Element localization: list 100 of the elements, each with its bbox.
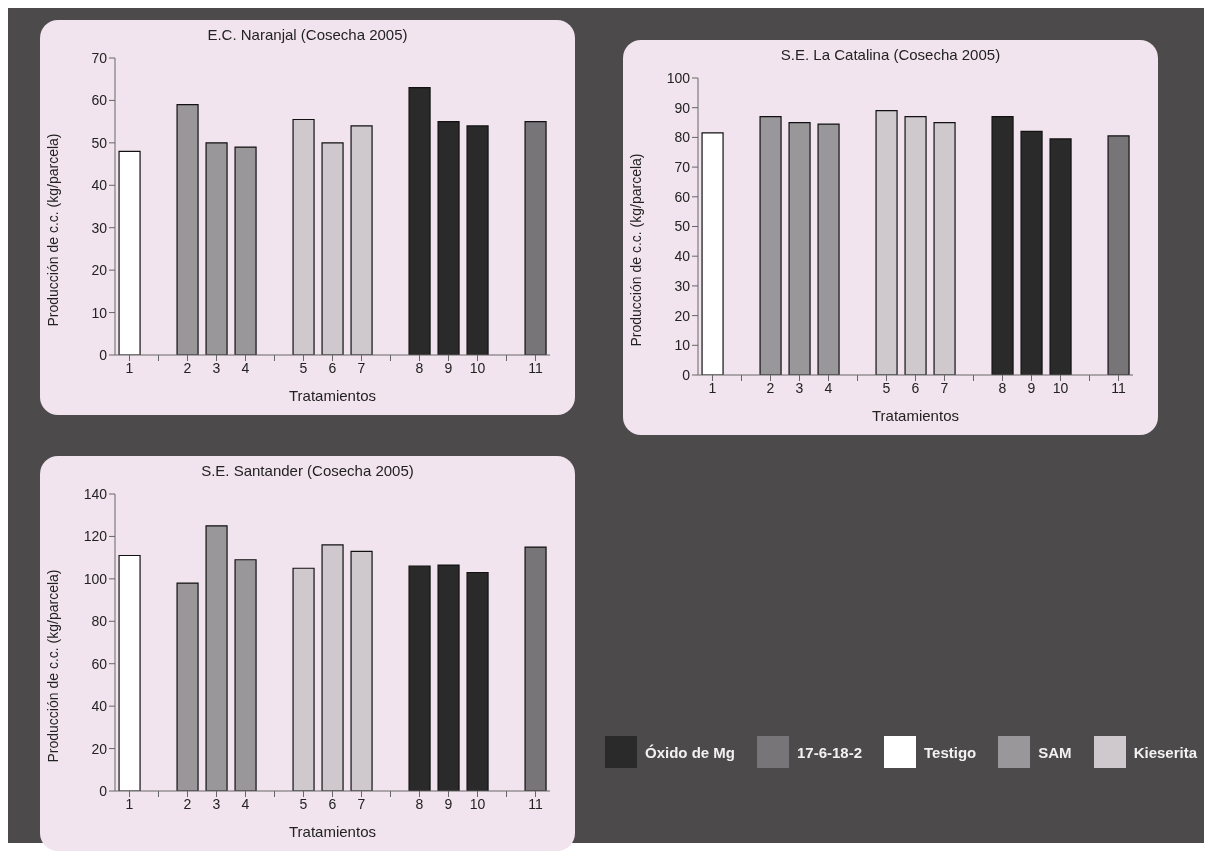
x-tick-label: 10 (1052, 379, 1069, 396)
x-tick-label: 11 (1111, 379, 1126, 396)
y-tick-label: 0 (99, 782, 108, 799)
bar (437, 121, 460, 355)
x-tick-label: 3 (795, 379, 804, 396)
legend-label: Testigo (924, 743, 977, 761)
y-tick-label: 80 (674, 129, 691, 146)
bar (904, 116, 927, 375)
x-tick-label: 9 (1027, 379, 1036, 396)
y-axis-title: Producción de c.c. (kg/parcela) (44, 569, 61, 763)
y-tick-label: 70 (91, 49, 108, 66)
x-tick-label: 10 (469, 795, 486, 812)
x-tick-label: 6 (328, 795, 337, 812)
x-tick-label: 4 (241, 795, 250, 812)
x-tick-label: 7 (357, 359, 366, 376)
x-tick-label: 6 (911, 379, 920, 396)
x-tick-label: 7 (357, 795, 366, 812)
x-tick-label: 9 (444, 795, 453, 812)
y-tick-label: 100 (83, 570, 108, 587)
x-tick-label: 8 (998, 379, 1007, 396)
bar (1049, 138, 1072, 375)
bar (437, 564, 460, 791)
y-tick-label: 60 (91, 92, 108, 109)
bar (524, 121, 547, 355)
y-tick-label: 80 (91, 613, 108, 630)
y-tick-label: 120 (83, 528, 108, 545)
x-tick-label: 5 (882, 379, 891, 396)
bar (234, 559, 257, 791)
bar (118, 554, 141, 791)
y-tick-label: 10 (91, 304, 108, 321)
y-tick-label: 0 (99, 346, 108, 363)
x-axis-title: Tratamientos (289, 823, 376, 840)
x-tick-label: 10 (469, 359, 486, 376)
bar (321, 142, 344, 355)
bar (205, 525, 228, 791)
legend-label: Óxido de Mg (645, 743, 735, 761)
y-tick-label: 100 (666, 69, 691, 86)
y-axis-title: Producción de c.c. (kg/parcela) (44, 133, 61, 327)
y-tick-label: 20 (674, 307, 691, 324)
bar (350, 125, 373, 355)
x-tick-label: 8 (415, 795, 424, 812)
bar (321, 544, 344, 791)
x-tick-label: 1 (125, 795, 134, 812)
bar (408, 87, 431, 355)
legend-label: Kieserita (1133, 743, 1197, 761)
x-tick-label: 3 (212, 795, 221, 812)
x-tick-label: 11 (528, 359, 543, 376)
y-tick-label: 40 (674, 248, 691, 265)
bar (817, 123, 840, 375)
legend-label: SAM (1038, 743, 1072, 761)
chart-title: S.E. Santander (Cosecha 2005) (200, 462, 415, 479)
y-tick-label: 60 (91, 655, 108, 672)
y-tick-label: 20 (91, 740, 108, 757)
x-axis-title: Tratamientos (289, 387, 376, 404)
x-tick-label: 5 (299, 795, 308, 812)
y-tick-label: 70 (674, 159, 691, 176)
y-tick-label: 50 (91, 134, 108, 151)
bar (176, 582, 199, 791)
chart-title: E.C. Naranjal (Cosecha 2005) (206, 26, 409, 43)
y-tick-label: 0 (682, 366, 691, 383)
y-tick-label: 10 (674, 337, 691, 354)
x-tick-label: 1 (708, 379, 717, 396)
bar (1107, 135, 1130, 375)
x-tick-label: 7 (940, 379, 949, 396)
y-tick-label: 140 (83, 485, 108, 502)
bar (788, 121, 811, 375)
bar (991, 116, 1014, 375)
y-tick-label: 40 (91, 698, 108, 715)
bar (466, 571, 489, 791)
x-tick-label: 2 (766, 379, 775, 396)
y-tick-label: 40 (91, 177, 108, 194)
bar (234, 146, 257, 355)
legend-label: 17-6-18-2 (797, 743, 863, 761)
x-tick-label: 4 (241, 359, 250, 376)
bar (118, 150, 141, 355)
bar (292, 567, 315, 791)
x-tick-label: 11 (528, 795, 543, 812)
y-tick-label: 60 (674, 188, 691, 205)
x-tick-label: 2 (183, 795, 192, 812)
x-tick-label: 3 (212, 359, 221, 376)
chart-title: S.E. La Catalina (Cosecha 2005) (779, 46, 1002, 63)
bar (292, 118, 315, 355)
y-tick-label: 30 (674, 277, 691, 294)
bar (176, 104, 199, 355)
x-axis-title: Tratamientos (872, 407, 959, 424)
y-tick-label: 90 (674, 99, 691, 116)
bar (524, 546, 547, 791)
y-axis-title: Producción de c.c. (kg/parcela) (627, 153, 644, 347)
x-tick-label: 6 (328, 359, 337, 376)
bar (933, 121, 956, 375)
x-tick-label: 9 (444, 359, 453, 376)
bar (759, 116, 782, 375)
bar (408, 565, 431, 791)
x-tick-label: 8 (415, 359, 424, 376)
bar (466, 125, 489, 355)
bar (701, 132, 724, 375)
y-tick-label: 50 (674, 218, 691, 235)
x-tick-label: 5 (299, 359, 308, 376)
y-tick-label: 30 (91, 219, 108, 236)
y-tick-label: 20 (91, 262, 108, 279)
